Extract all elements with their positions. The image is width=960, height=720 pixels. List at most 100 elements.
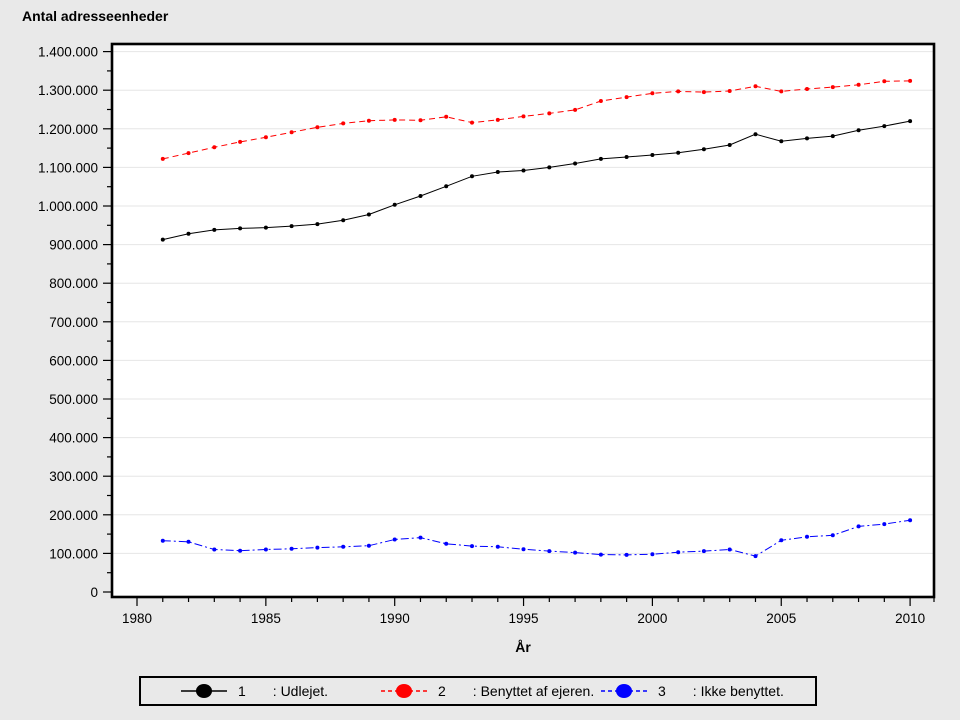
data-point-marker xyxy=(598,156,603,161)
data-point-marker xyxy=(341,121,346,126)
data-point-marker xyxy=(495,544,500,549)
x-tick-label: 2005 xyxy=(766,611,796,626)
data-point-marker xyxy=(547,549,552,554)
line-circle-marker-icon xyxy=(601,684,647,698)
data-point-marker xyxy=(392,117,397,122)
data-point-marker xyxy=(315,125,320,130)
data-point-marker xyxy=(830,533,835,538)
y-tick-label: 900.000 xyxy=(49,238,98,253)
data-point-marker xyxy=(366,543,371,548)
data-point-marker xyxy=(238,548,243,553)
data-point-marker xyxy=(598,552,603,557)
y-tick-label: 800.000 xyxy=(49,276,98,291)
data-point-marker xyxy=(650,91,655,96)
data-point-marker xyxy=(650,552,655,557)
data-point-marker xyxy=(779,89,784,94)
plot-area: 0 100.000 200.000 300.000 400.000 500.000 600.… xyxy=(38,42,936,626)
data-point-marker xyxy=(470,120,474,125)
data-point-marker xyxy=(573,550,578,555)
data-point-marker xyxy=(521,168,526,173)
y-tick-label: 1.200.000 xyxy=(38,122,98,137)
data-point-marker xyxy=(212,227,217,232)
data-point-marker xyxy=(856,128,861,133)
data-point-marker xyxy=(186,151,191,156)
line-circle-marker-icon xyxy=(181,684,227,698)
data-point-marker xyxy=(779,139,784,144)
data-point-marker xyxy=(263,135,268,140)
data-point-marker xyxy=(856,82,861,87)
data-point-marker xyxy=(315,222,320,227)
data-point-marker xyxy=(701,90,706,95)
data-point-marker xyxy=(908,119,913,124)
data-point-marker xyxy=(341,218,346,223)
series-line-3 xyxy=(162,519,911,557)
legend-series-label: : Udlejet. xyxy=(272,683,329,699)
data-point-marker xyxy=(418,194,423,198)
data-point-marker xyxy=(908,78,913,83)
y-tick-label: 1.400.000 xyxy=(38,45,98,60)
y-tick-label: 1.100.000 xyxy=(38,160,98,175)
y-tick-label: 0 xyxy=(90,585,98,600)
data-point-marker xyxy=(701,147,706,152)
y-tick-label: 600.000 xyxy=(49,353,98,368)
data-point-marker xyxy=(495,170,500,174)
data-point-marker xyxy=(676,150,681,155)
data-point-marker xyxy=(779,538,784,543)
data-point-marker xyxy=(212,145,217,150)
legend-entry-udlejet: 1 : Udlejet. xyxy=(181,678,328,704)
y-tick-label: 300.000 xyxy=(49,469,98,484)
data-point-marker xyxy=(444,541,449,546)
data-point-marker xyxy=(392,202,397,207)
line-circle-marker-icon xyxy=(381,684,427,698)
legend-series-label: : Ikke benyttet. xyxy=(692,683,784,699)
data-point-marker xyxy=(160,156,165,161)
x-tick-label: 2010 xyxy=(895,611,925,626)
data-point-marker xyxy=(650,153,655,157)
data-point-marker xyxy=(521,114,526,119)
data-point-marker xyxy=(495,117,500,122)
data-point-marker xyxy=(676,550,681,555)
y-tick-label: 200.000 xyxy=(49,508,98,523)
series-line-2 xyxy=(162,80,911,160)
data-point-marker xyxy=(753,84,758,89)
data-point-marker xyxy=(341,544,346,549)
data-point-marker xyxy=(727,89,732,93)
series-line-1 xyxy=(162,120,911,241)
y-tick-label: 500.000 xyxy=(49,392,98,407)
data-point-marker xyxy=(263,225,268,230)
data-point-marker xyxy=(573,107,578,112)
data-point-marker xyxy=(392,537,397,542)
data-point-marker xyxy=(882,124,887,129)
x-tick-label: 1985 xyxy=(251,611,281,626)
y-tick-label: 1.000.000 xyxy=(38,199,98,214)
data-point-marker xyxy=(727,143,732,147)
x-tick-label: 1990 xyxy=(380,611,410,626)
y-tick-label: 1.300.000 xyxy=(38,83,98,98)
data-point-marker xyxy=(547,111,552,116)
legend-entry-ikke-benyttet: 3 : Ikke benyttet. xyxy=(601,678,784,704)
x-axis-label: År xyxy=(515,639,531,655)
data-point-marker xyxy=(753,132,758,137)
data-point-marker xyxy=(444,184,449,189)
data-point-marker xyxy=(624,552,629,557)
data-point-marker xyxy=(882,522,887,527)
data-point-marker xyxy=(598,99,603,103)
x-tick-label: 2000 xyxy=(637,611,667,626)
data-point-marker xyxy=(444,114,449,119)
y-tick-label: 100.000 xyxy=(49,546,98,561)
chart-title: Antal adresseenheder xyxy=(22,8,169,24)
x-tick-label: 1995 xyxy=(509,611,539,626)
data-point-marker xyxy=(289,546,294,551)
data-point-marker xyxy=(676,89,681,94)
data-point-marker xyxy=(418,535,423,540)
data-point-marker xyxy=(289,224,294,229)
data-point-marker xyxy=(624,95,629,100)
legend-series-label: : Benyttet af ejeren. xyxy=(472,683,595,699)
data-point-marker xyxy=(624,155,629,159)
legend: 1 : Udlejet. 2 : Benyttet af ejeren. 3 :… xyxy=(139,676,817,706)
data-point-marker xyxy=(263,547,268,552)
x-tick-label: 1980 xyxy=(122,611,152,626)
data-point-marker xyxy=(418,118,423,123)
data-point-marker xyxy=(160,237,165,242)
